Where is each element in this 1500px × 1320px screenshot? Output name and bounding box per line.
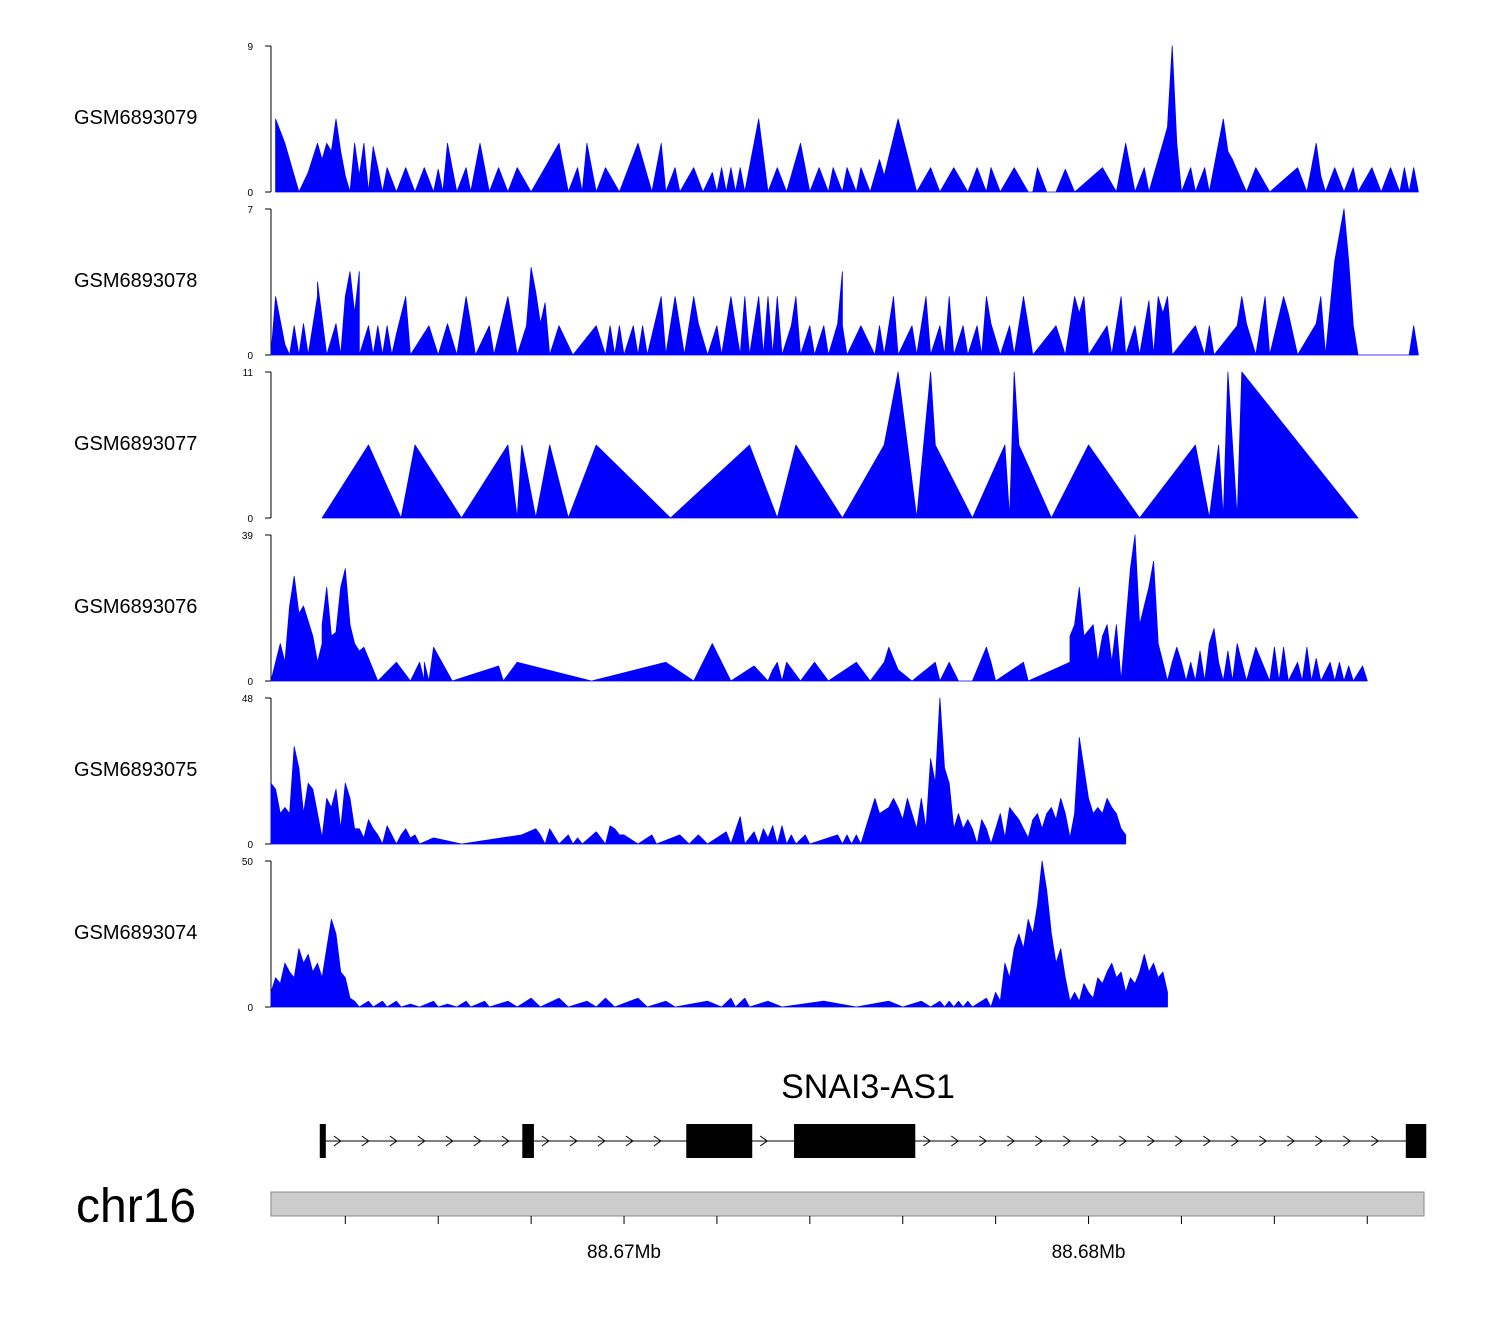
y-tick-label-zero: 0 (247, 840, 253, 851)
strand-arrow (950, 1135, 960, 1147)
signal-tracks: GSM689307990GSM689307870GSM6893077110GSM… (74, 42, 1419, 1014)
strand-arrow (1146, 1135, 1156, 1147)
strand-arrow (1006, 1135, 1016, 1147)
strand-arrow (1230, 1135, 1240, 1147)
strand-arrow (1062, 1135, 1072, 1147)
y-tick-label-max: 9 (247, 42, 253, 53)
signal-area (270, 697, 1127, 845)
exon (1405, 1124, 1427, 1158)
strand-arrow (333, 1135, 342, 1147)
exon (522, 1124, 534, 1158)
genome-axis: chr16 88.67Mb 88.68Mb (76, 1180, 1425, 1263)
strand-arrow (1174, 1135, 1184, 1147)
track-label: GSM6893077 (74, 433, 197, 455)
signal-area (275, 45, 1419, 193)
y-tick-label-max: 50 (242, 857, 254, 868)
y-tick-label-zero: 0 (247, 1003, 253, 1014)
track-label: GSM6893075 (74, 759, 197, 781)
chromosome-label: chr16 (76, 1180, 196, 1233)
signal-area (270, 860, 1168, 1008)
track-label: GSM6893079 (74, 107, 197, 129)
signal-area (270, 534, 1368, 682)
strand-arrow (978, 1135, 988, 1147)
axis-tick-label: 88.67Mb (587, 1242, 661, 1263)
strand-arrow (417, 1135, 426, 1147)
signal-area (270, 208, 1419, 356)
strand-arrow (922, 1135, 932, 1147)
chromosome-ideogram (270, 1191, 1425, 1217)
strand-arrow (1118, 1135, 1128, 1147)
axis-ticks: 88.67Mb 88.68Mb (344, 1216, 1368, 1263)
strand-arrow (473, 1135, 482, 1147)
track-gsm6893075: GSM6893075 48 0 (74, 694, 1127, 851)
y-tick-label-zero: 0 (247, 514, 253, 525)
y-tick-label-max: 39 (242, 531, 254, 542)
axis-tick-label: 88.68Mb (1052, 1242, 1126, 1263)
strand-arrow (569, 1135, 578, 1147)
y-tick-label-max: 7 (247, 205, 253, 216)
track-gsm6893079: GSM6893079 9 0 (74, 42, 1419, 199)
strand-arrow (1286, 1135, 1296, 1147)
strand-arrow (361, 1135, 370, 1147)
strand-arrow (1258, 1135, 1268, 1147)
strand-arrow (501, 1135, 510, 1147)
strand-arrow (1342, 1135, 1352, 1147)
track-gsm6893077: GSM6893077 11 0 (74, 368, 1359, 525)
track-gsm6893076: GSM6893076 39 0 (74, 531, 1368, 688)
y-tick-label-zero: 0 (247, 188, 253, 199)
gene-track: SNAI3-AS1 (319, 1068, 1427, 1158)
gene-name-label: SNAI3-AS1 (781, 1068, 955, 1106)
exon (319, 1124, 326, 1158)
signal-area (321, 371, 1359, 519)
strand-arrow (541, 1135, 550, 1147)
strand-arrow (1202, 1135, 1212, 1147)
y-tick-label-zero: 0 (247, 351, 253, 362)
strand-arrow (1314, 1135, 1324, 1147)
strand-arrow (1034, 1135, 1044, 1147)
track-gsm6893074: GSM6893074 50 0 (74, 857, 1168, 1014)
track-label: GSM6893074 (74, 922, 197, 944)
exon (686, 1124, 753, 1158)
track-label: GSM6893076 (74, 596, 197, 618)
strand-arrow (653, 1135, 662, 1147)
track-label: GSM6893078 (74, 270, 197, 292)
strand-arrow (389, 1135, 398, 1147)
strand-arrow (445, 1135, 454, 1147)
strand-arrow (1370, 1135, 1380, 1147)
y-tick-label-max: 11 (243, 368, 254, 379)
exon (794, 1124, 916, 1158)
y-tick-label-max: 48 (242, 694, 254, 705)
y-tick-label-zero: 0 (247, 677, 253, 688)
track-gsm6893078: GSM6893078 7 0 (74, 205, 1419, 362)
gene-model (319, 1124, 1427, 1158)
strand-arrow (597, 1135, 606, 1147)
strand-arrow (1090, 1135, 1100, 1147)
strand-arrow (759, 1135, 769, 1147)
strand-arrow (625, 1135, 634, 1147)
